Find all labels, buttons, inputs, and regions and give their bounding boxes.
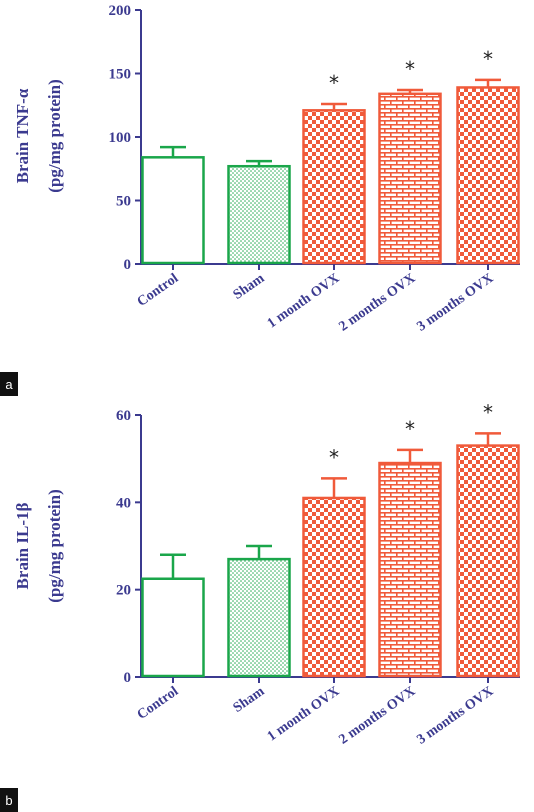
y-tick-label: 100 xyxy=(109,130,132,146)
y-axis-label: (pg/mg protein) xyxy=(45,489,64,603)
bar-3-months-ovx xyxy=(456,86,520,265)
x-tick-label: 3 months OVX xyxy=(414,271,496,335)
bar-control xyxy=(141,577,205,678)
y-tick-label: 0 xyxy=(124,257,132,273)
y-tick-label: 60 xyxy=(116,408,131,424)
bar-control xyxy=(141,156,205,265)
significance-marker: * xyxy=(405,57,415,81)
panel-label-box xyxy=(0,372,18,396)
x-tick-label: Sham xyxy=(231,684,268,716)
x-tick-label: 1 month OVX xyxy=(265,271,342,331)
bar-1-month-ovx xyxy=(302,109,366,265)
x-tick-label: 2 months OVX xyxy=(336,684,418,748)
chart-panel-b: 0 20 40 60 Brain IL-1β (pg/mg protein) Control… xyxy=(0,400,520,812)
y-axis-label: Brain IL-1β xyxy=(13,503,32,590)
y-axis-label: Brain TNF-α xyxy=(13,88,32,183)
bar-3-months-ovx xyxy=(456,444,520,678)
x-tick-label: 2 months OVX xyxy=(336,271,418,335)
x-tick-label: 3 months OVX xyxy=(414,684,496,748)
y-tick-label: 0 xyxy=(124,670,132,686)
y-tick-label: 200 xyxy=(109,3,132,19)
y-tick-label: 150 xyxy=(109,67,132,83)
y-tick-label: 40 xyxy=(116,495,131,511)
panel-label: b xyxy=(5,793,12,808)
y-tick-label: 20 xyxy=(116,583,131,599)
bar-2-months-ovx xyxy=(378,92,442,265)
bar-2-months-ovx xyxy=(378,461,442,678)
bar-sham xyxy=(227,557,291,678)
x-tick-label: Control xyxy=(135,271,182,310)
significance-marker: * xyxy=(329,71,339,95)
significance-marker: * xyxy=(405,417,415,441)
x-tick-label: 1 month OVX xyxy=(265,684,342,744)
bar-1-month-ovx xyxy=(302,496,366,678)
chart-panel-a: 0 50 100 150 200 Brain TNF-α (pg/mg protein) Co… xyxy=(0,3,520,396)
significance-marker: * xyxy=(483,400,493,424)
y-tick-label: 50 xyxy=(116,194,131,210)
x-tick-label: Sham xyxy=(231,271,268,303)
significance-marker: * xyxy=(483,47,493,71)
bar-sham xyxy=(227,164,291,265)
significance-marker: * xyxy=(329,445,339,469)
y-axis-label: (pg/mg protein) xyxy=(45,79,64,193)
panel-label-box xyxy=(0,788,18,812)
x-tick-label: Control xyxy=(135,684,182,723)
panel-label: a xyxy=(5,377,13,392)
